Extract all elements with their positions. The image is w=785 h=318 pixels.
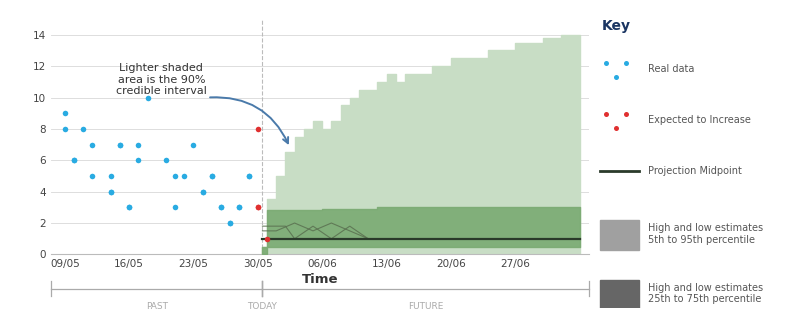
Point [59,111,71,116]
Point [77,126,89,131]
Point [68,158,80,163]
Point [251,205,264,210]
Point [251,205,264,210]
Point [86,142,99,147]
Point [233,205,246,210]
Point [251,126,264,131]
Point [224,220,236,225]
Point [196,189,209,194]
Point [132,158,144,163]
Text: Key: Key [602,18,631,32]
Point [123,205,136,210]
Point [159,158,172,163]
Point [104,189,117,194]
Point [215,205,228,210]
Point [123,205,136,210]
Text: FUTURE: FUTURE [408,302,444,311]
Point [206,173,218,178]
Text: TODAY: TODAY [247,302,277,311]
Point [243,173,255,178]
Point [86,173,99,178]
Point [233,205,246,210]
Text: Projection Midpoint: Projection Midpoint [648,166,742,176]
X-axis label: Time: Time [301,273,338,287]
Text: Expected to Increase: Expected to Increase [648,115,751,125]
Point [206,173,218,178]
Point [178,173,191,178]
Point [261,236,273,241]
Point [169,173,181,178]
Point [141,95,154,100]
Text: Lighter shaded
area is the 90%
credible interval: Lighter shaded area is the 90% credible … [116,63,206,96]
Point [68,158,80,163]
Point [59,126,71,131]
Text: High and low estimates
5th to 95th percentile: High and low estimates 5th to 95th perce… [648,223,763,245]
Text: Real data: Real data [648,64,695,74]
Point [196,189,209,194]
Point [104,189,117,194]
Point [104,173,117,178]
Text: PAST: PAST [146,302,168,311]
Point [114,142,126,147]
Point [224,220,236,225]
Text: High and low estimates
25th to 75th percentile: High and low estimates 25th to 75th perc… [648,283,763,304]
Point [215,205,228,210]
Point [132,142,144,147]
Point [114,142,126,147]
Point [243,173,255,178]
Point [187,142,199,147]
Point [169,205,181,210]
